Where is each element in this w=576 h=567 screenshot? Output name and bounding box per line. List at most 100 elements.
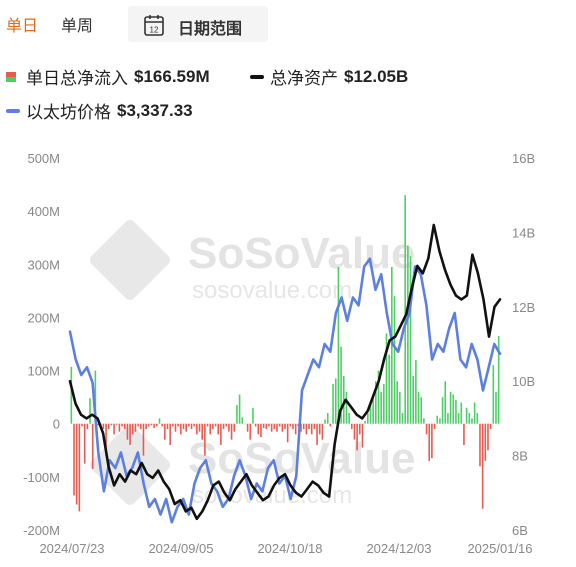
y-right-tick-label: 10B	[512, 374, 535, 389]
net-inflow-bar	[372, 397, 374, 424]
net-inflow-bar	[254, 423, 257, 427]
net-inflow-bar	[118, 423, 121, 432]
net-inflow-bar	[172, 423, 174, 427]
watermark-logo	[90, 425, 170, 505]
toolbar: 单日 单周 12 日期范围	[0, 0, 576, 52]
net-inflow-bar	[212, 423, 214, 430]
net-inflow-bar	[177, 423, 179, 427]
net-inflow-bar	[150, 423, 153, 426]
net-inflow-bar	[91, 423, 94, 469]
watermark-brand: SoSoValue	[188, 229, 415, 278]
net-inflow-bar	[185, 423, 187, 432]
legend-total-assets[interactable]: 总净资产 $12.05B	[250, 64, 408, 89]
net-inflow-bar	[265, 423, 268, 430]
net-inflow-bar	[97, 423, 99, 426]
net-inflow-bar	[348, 413, 350, 424]
net-inflow-bar	[433, 423, 436, 430]
net-inflow-bar	[190, 423, 193, 430]
net-inflow-bar	[278, 423, 281, 427]
net-inflow-bar	[241, 417, 244, 424]
net-inflow-bar	[318, 423, 321, 435]
legend-net-inflow[interactable]: 单日总净流入 $166.59M	[6, 64, 210, 89]
net-inflow-bar	[367, 413, 369, 424]
net-inflow-bar	[180, 423, 182, 435]
net-inflow-bar	[316, 423, 318, 445]
net-inflow-bar	[353, 423, 356, 440]
watermark-brand: SoSoValue	[188, 434, 415, 483]
net-inflow-bar	[484, 423, 487, 461]
net-inflow-bar	[164, 423, 166, 440]
net-inflow-bars	[70, 195, 500, 512]
net-inflow-bar	[340, 346, 342, 424]
net-inflow-bar	[182, 423, 185, 430]
net-inflow-bar	[308, 423, 310, 430]
net-inflow-bar	[94, 370, 97, 424]
net-inflow-bar	[420, 397, 423, 424]
net-inflow-bar	[495, 391, 497, 424]
y-left-tick-label: -100M	[23, 470, 60, 485]
net-inflow-bar	[487, 423, 489, 451]
calendar-icon-day: 12	[150, 26, 159, 35]
net-inflow-bar	[292, 423, 294, 430]
net-inflow-bar	[198, 423, 201, 432]
watermark-logo	[90, 220, 170, 300]
net-inflow-bar	[321, 423, 324, 440]
legend-eth-price[interactable]: 以太坊价格 $3,337.33	[6, 98, 193, 123]
net-inflow-bar	[246, 423, 249, 432]
total-assets-swatch	[250, 74, 264, 79]
net-inflow-bar	[174, 423, 177, 432]
x-tick-label: 2024/12/03	[366, 541, 431, 556]
net-inflow-bar	[460, 402, 463, 424]
y-left-tick-label: -200M	[23, 523, 60, 538]
date-range-button[interactable]: 12 日期范围	[128, 6, 268, 42]
y-axis-right: 16B 14B 12B 10B 8B 6B	[512, 151, 535, 538]
net-inflow-bar	[131, 423, 134, 435]
net-inflow-bar	[286, 423, 289, 443]
net-inflow-bar	[230, 423, 233, 440]
net-inflow-bar	[444, 381, 447, 424]
net-inflow-bar	[169, 423, 171, 445]
etf-flow-chart: SoSoValuesosovalue.comSoSoValuesosovalue…	[23, 151, 535, 556]
net-inflow-bar	[188, 423, 190, 427]
tab-weekly[interactable]: 单周	[61, 18, 94, 35]
net-inflow-bar	[300, 423, 302, 432]
x-tick-label: 2024/10/18	[257, 541, 322, 556]
net-inflow-bar	[193, 423, 195, 427]
net-inflow-bar	[142, 423, 145, 456]
net-inflow-bar	[401, 413, 404, 424]
legend-net-inflow-label: 单日总净流入	[26, 69, 128, 88]
net-inflow-bar	[415, 359, 417, 424]
net-inflow-bar	[412, 375, 414, 424]
x-tick-label: 2024/09/05	[148, 541, 213, 556]
net-inflow-bar	[273, 423, 276, 430]
y-right-tick-label: 6B	[512, 523, 528, 538]
net-inflow-bar	[471, 418, 473, 424]
net-inflow-bar	[447, 413, 449, 424]
net-inflow-bar	[89, 398, 91, 424]
net-inflow-bar	[417, 391, 420, 424]
net-inflow-bar	[457, 413, 460, 424]
net-inflow-bar	[126, 423, 129, 440]
net-inflow-bar	[244, 423, 246, 425]
net-inflow-bar	[428, 423, 431, 461]
net-inflow-bar	[81, 423, 83, 427]
net-inflow-bar	[455, 399, 457, 424]
net-inflow-bar	[107, 423, 110, 430]
net-inflow-bar	[102, 423, 105, 430]
net-inflow-bar	[121, 423, 123, 427]
y-left-tick-label: 100M	[27, 364, 60, 379]
net-inflow-bar	[334, 378, 337, 424]
net-inflow-bar	[337, 266, 340, 424]
net-inflow-bar	[220, 423, 222, 445]
net-inflow-bar	[375, 381, 377, 424]
net-inflow-bar	[289, 423, 292, 427]
net-inflow-swatch	[6, 71, 16, 82]
calendar-icon: 12	[144, 15, 164, 36]
net-inflow-bar	[225, 423, 228, 427]
tab-daily[interactable]: 单日	[6, 18, 39, 35]
net-inflow-bar	[75, 423, 78, 505]
net-inflow-bar	[393, 296, 396, 424]
net-inflow-bar	[439, 418, 441, 424]
legend-eth-price-label: 以太坊价格	[26, 103, 111, 122]
net-inflow-bar	[110, 423, 113, 426]
